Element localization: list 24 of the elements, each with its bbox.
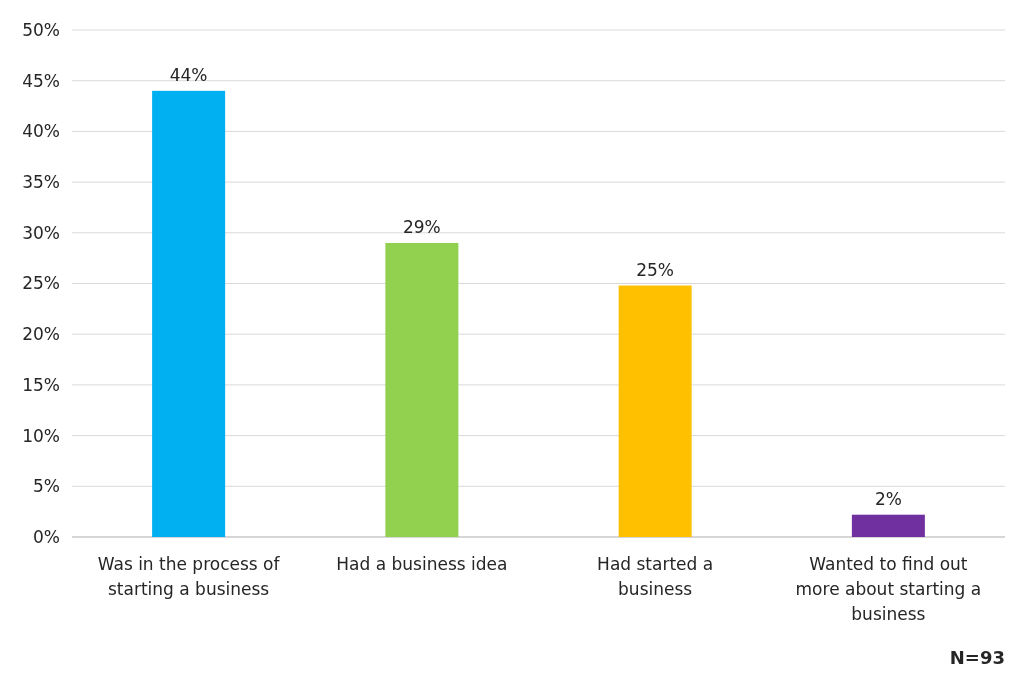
x-tick-label: Was in the process of starting a business xyxy=(97,554,281,599)
y-tick-label: 5% xyxy=(33,476,60,497)
y-tick-label: 25% xyxy=(22,273,60,294)
y-tick-label: 30% xyxy=(22,222,60,243)
y-tick-label: 20% xyxy=(22,324,60,345)
data-label: 2% xyxy=(874,488,902,509)
data-label: 25% xyxy=(636,259,675,280)
y-tick-label: 35% xyxy=(22,172,60,193)
x-tick-label: Wanted to find out more about starting a business xyxy=(795,554,982,624)
y-tick-label: 15% xyxy=(22,374,60,395)
x-tick-label: Had started a business xyxy=(597,554,714,599)
y-tick-label: 10% xyxy=(22,425,60,446)
bar xyxy=(152,90,226,537)
bar xyxy=(618,285,692,537)
data-label: 29% xyxy=(402,216,441,237)
bar xyxy=(385,242,459,537)
y-tick-label: 45% xyxy=(22,70,60,91)
data-label: 44% xyxy=(169,64,208,85)
bar xyxy=(851,514,925,537)
y-tick-label: 50% xyxy=(22,19,60,40)
y-tick-label: 0% xyxy=(33,526,60,547)
y-tick-label: 40% xyxy=(22,121,60,142)
text: N=93 xyxy=(949,647,1005,668)
x-tick-label: Had a business idea xyxy=(336,554,508,574)
